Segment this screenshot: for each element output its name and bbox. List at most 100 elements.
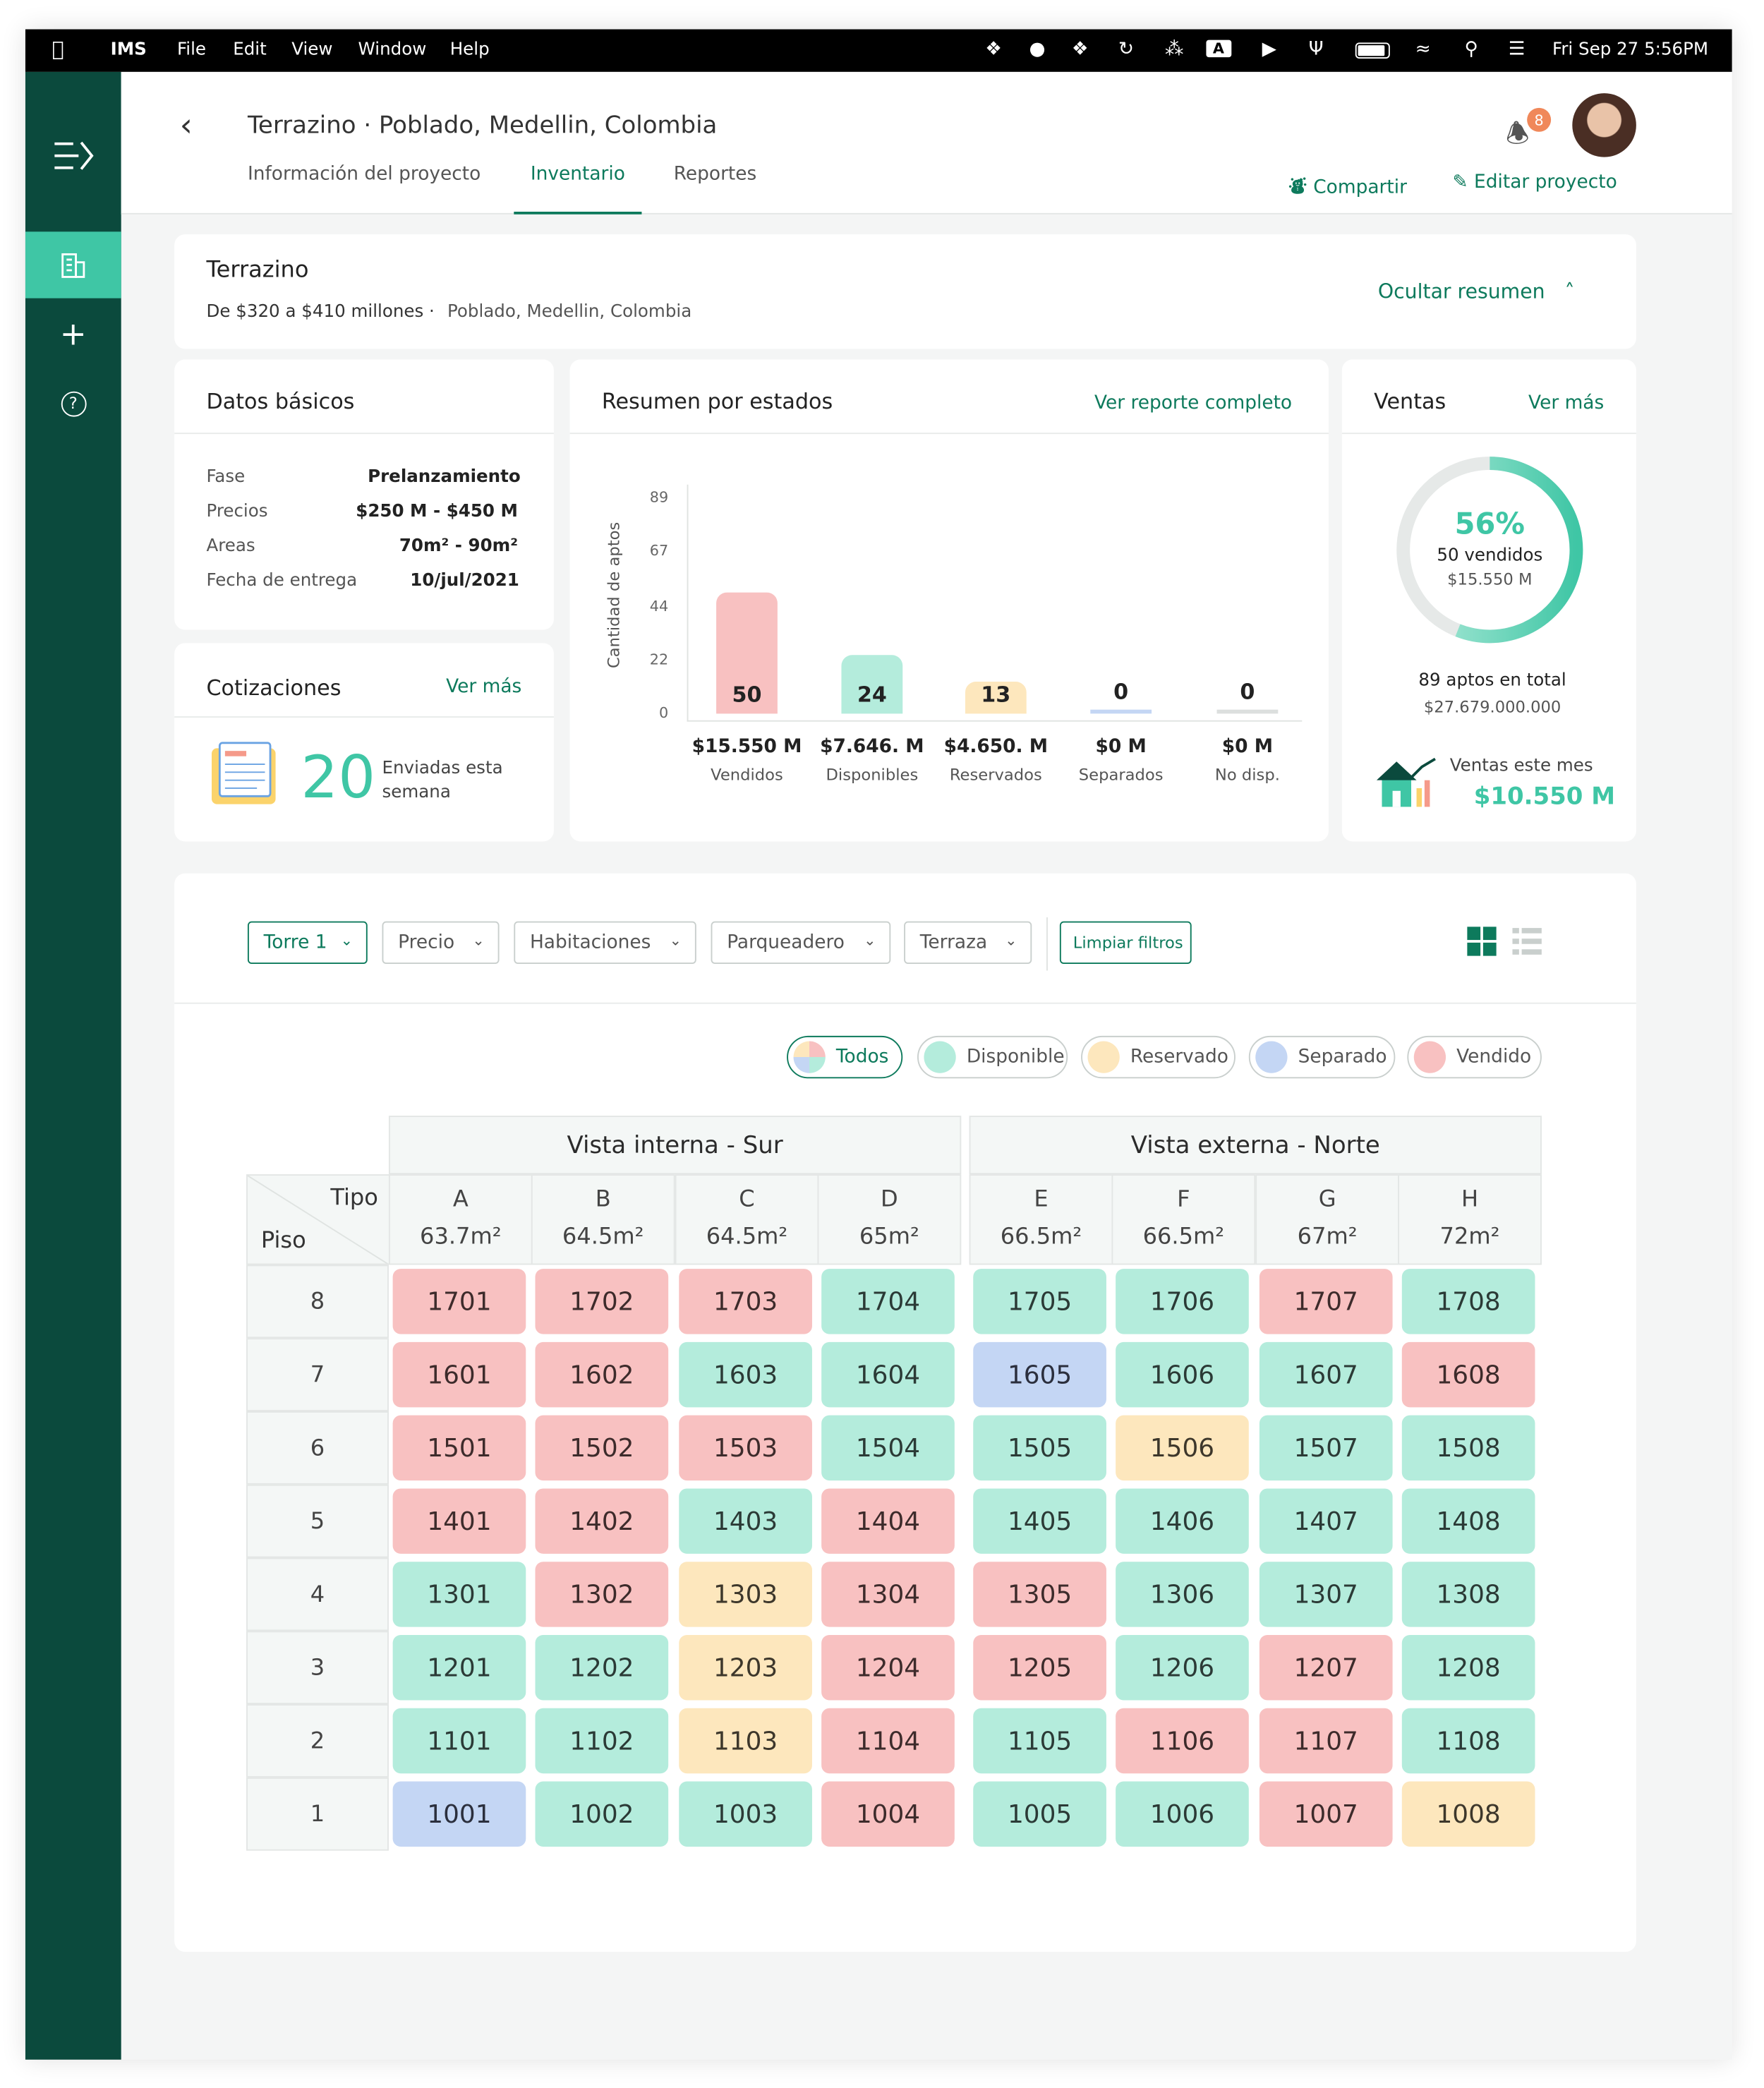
unit-cell[interactable]: 1502 bbox=[535, 1415, 669, 1481]
unit-cell[interactable]: 1705 bbox=[973, 1269, 1106, 1334]
unit-cell[interactable]: 1107 bbox=[1259, 1708, 1393, 1774]
unit-cell[interactable]: 1103 bbox=[679, 1708, 812, 1774]
unit-cell[interactable]: 1507 bbox=[1259, 1415, 1393, 1481]
legend-disponible[interactable]: Disponible bbox=[917, 1035, 1068, 1079]
unit-cell[interactable]: 1404 bbox=[821, 1488, 955, 1554]
sync-icon[interactable]: ↻ bbox=[1118, 38, 1135, 60]
unit-cell[interactable]: 1108 bbox=[1401, 1708, 1535, 1774]
unit-cell[interactable]: 1606 bbox=[1116, 1341, 1249, 1408]
help-icon[interactable]: ? bbox=[25, 370, 121, 437]
filter-precio[interactable]: Precio ⌄ bbox=[382, 921, 500, 965]
unit-cell[interactable]: 1201 bbox=[392, 1634, 526, 1701]
unit-cell[interactable]: 1304 bbox=[821, 1562, 955, 1627]
bar-separados[interactable] bbox=[1090, 709, 1152, 714]
bar-disponibles[interactable] bbox=[841, 655, 903, 714]
filter-habitaciones[interactable]: Habitaciones ⌄ bbox=[514, 921, 696, 965]
unit-cell[interactable]: 1306 bbox=[1116, 1562, 1249, 1627]
unit-cell[interactable]: 1503 bbox=[679, 1415, 812, 1481]
unit-cell[interactable]: 1506 bbox=[1116, 1415, 1249, 1481]
unit-cell[interactable]: 1204 bbox=[821, 1634, 955, 1701]
search-icon[interactable]: ⚲ bbox=[1464, 38, 1478, 60]
tab-reportes[interactable]: Reportes bbox=[673, 164, 757, 186]
menu-view[interactable]: View bbox=[291, 40, 333, 60]
unit-cell[interactable]: 1002 bbox=[535, 1781, 669, 1847]
unit-cell[interactable]: 1301 bbox=[392, 1562, 526, 1627]
unit-cell[interactable]: 1403 bbox=[679, 1488, 812, 1554]
unit-cell[interactable]: 1707 bbox=[1259, 1269, 1393, 1334]
bar-reservados[interactable] bbox=[965, 682, 1027, 714]
unit-cell[interactable]: 1106 bbox=[1116, 1708, 1249, 1774]
unit-cell[interactable]: 1508 bbox=[1401, 1415, 1535, 1481]
unit-cell[interactable]: 1101 bbox=[392, 1708, 526, 1774]
legend-reservado[interactable]: Reservado bbox=[1081, 1035, 1236, 1079]
unit-cell[interactable]: 1701 bbox=[392, 1269, 526, 1334]
unit-cell[interactable]: 1001 bbox=[392, 1781, 526, 1847]
filter-torre[interactable]: Torre 1 ⌄ bbox=[247, 921, 368, 965]
battery-icon[interactable] bbox=[1355, 42, 1390, 59]
unit-cell[interactable]: 1105 bbox=[973, 1708, 1106, 1774]
app-menu[interactable]: IMS bbox=[110, 40, 147, 60]
unit-cell[interactable]: 1305 bbox=[973, 1562, 1106, 1627]
grid-view-icon[interactable] bbox=[1467, 927, 1497, 961]
apple-icon[interactable]:  bbox=[52, 37, 64, 61]
clock[interactable]: Fri Sep 27 5:56PM bbox=[1552, 40, 1709, 60]
unit-cell[interactable]: 1007 bbox=[1259, 1781, 1393, 1847]
menu-window[interactable]: Window bbox=[358, 40, 427, 60]
menu-help[interactable]: Help bbox=[449, 40, 490, 60]
edit-project-button[interactable]: ✎ Editar proyecto bbox=[1452, 171, 1617, 193]
unit-cell[interactable]: 1501 bbox=[392, 1415, 526, 1481]
unit-cell[interactable]: 1402 bbox=[535, 1488, 669, 1554]
unit-cell[interactable]: 1708 bbox=[1401, 1269, 1535, 1334]
list-view-icon[interactable] bbox=[1512, 927, 1542, 961]
unit-cell[interactable]: 1003 bbox=[679, 1781, 812, 1847]
unit-cell[interactable]: 1203 bbox=[679, 1634, 812, 1701]
unit-cell[interactable]: 1604 bbox=[821, 1341, 955, 1408]
input-source-icon[interactable]: A bbox=[1206, 40, 1231, 58]
clear-filters-button[interactable]: Limpiar filtros bbox=[1059, 921, 1192, 965]
play-icon[interactable]: ▶ bbox=[1262, 38, 1277, 60]
bluetooth-icon[interactable]: ⁂ bbox=[1164, 38, 1184, 60]
bar-nodisp[interactable] bbox=[1216, 709, 1279, 714]
quotes-more-link[interactable]: Ver más bbox=[446, 676, 522, 698]
unit-cell[interactable]: 1006 bbox=[1116, 1781, 1249, 1847]
menu-file[interactable]: File bbox=[176, 40, 207, 60]
unit-cell[interactable]: 1104 bbox=[821, 1708, 955, 1774]
unit-cell[interactable]: 1601 bbox=[392, 1341, 526, 1408]
unit-cell[interactable]: 1602 bbox=[535, 1341, 669, 1408]
legend-todos[interactable]: Todos bbox=[787, 1035, 903, 1079]
unit-cell[interactable]: 1008 bbox=[1401, 1781, 1535, 1847]
unit-cell[interactable]: 1706 bbox=[1116, 1269, 1249, 1334]
antenna-icon[interactable]: Ψ bbox=[1308, 38, 1324, 60]
unit-cell[interactable]: 1704 bbox=[821, 1269, 955, 1334]
unit-cell[interactable]: 1607 bbox=[1259, 1341, 1393, 1408]
unit-cell[interactable]: 1603 bbox=[679, 1341, 812, 1408]
add-icon[interactable]: + bbox=[59, 315, 87, 354]
unit-cell[interactable]: 1307 bbox=[1259, 1562, 1393, 1627]
unit-cell[interactable]: 1303 bbox=[679, 1562, 812, 1627]
bell-icon[interactable]: 🕭 bbox=[1505, 117, 1530, 150]
unit-cell[interactable]: 1401 bbox=[392, 1488, 526, 1554]
share-button[interactable]: ⛇ Compartir bbox=[1288, 171, 1407, 200]
unit-cell[interactable]: 1405 bbox=[973, 1488, 1106, 1554]
unit-cell[interactable]: 1504 bbox=[821, 1415, 955, 1481]
legend-vendido[interactable]: Vendido bbox=[1407, 1035, 1542, 1079]
unit-cell[interactable]: 1308 bbox=[1401, 1562, 1535, 1627]
back-arrow-icon[interactable]: ‹ bbox=[179, 106, 193, 144]
legend-separado[interactable]: Separado bbox=[1248, 1035, 1396, 1079]
unit-cell[interactable]: 1102 bbox=[535, 1708, 669, 1774]
unit-cell[interactable]: 1608 bbox=[1401, 1341, 1535, 1408]
figma-icon[interactable]: ❖ bbox=[985, 38, 1002, 60]
collapse-menu-icon[interactable] bbox=[25, 123, 121, 189]
bar-vendidos[interactable] bbox=[716, 592, 778, 714]
unit-cell[interactable]: 1406 bbox=[1116, 1488, 1249, 1554]
unit-cell[interactable]: 1505 bbox=[973, 1415, 1106, 1481]
wifi-icon[interactable]: ≈ bbox=[1415, 38, 1431, 60]
unit-cell[interactable]: 1207 bbox=[1259, 1634, 1393, 1701]
unit-cell[interactable]: 1605 bbox=[973, 1341, 1106, 1408]
filter-terraza[interactable]: Terraza ⌄ bbox=[904, 921, 1032, 965]
unit-cell[interactable]: 1205 bbox=[973, 1634, 1106, 1701]
unit-cell[interactable]: 1202 bbox=[535, 1634, 669, 1701]
people-icon[interactable]: ● bbox=[1029, 38, 1046, 60]
unit-cell[interactable]: 1005 bbox=[973, 1781, 1106, 1847]
tab-info[interactable]: Información del proyecto bbox=[247, 164, 481, 186]
